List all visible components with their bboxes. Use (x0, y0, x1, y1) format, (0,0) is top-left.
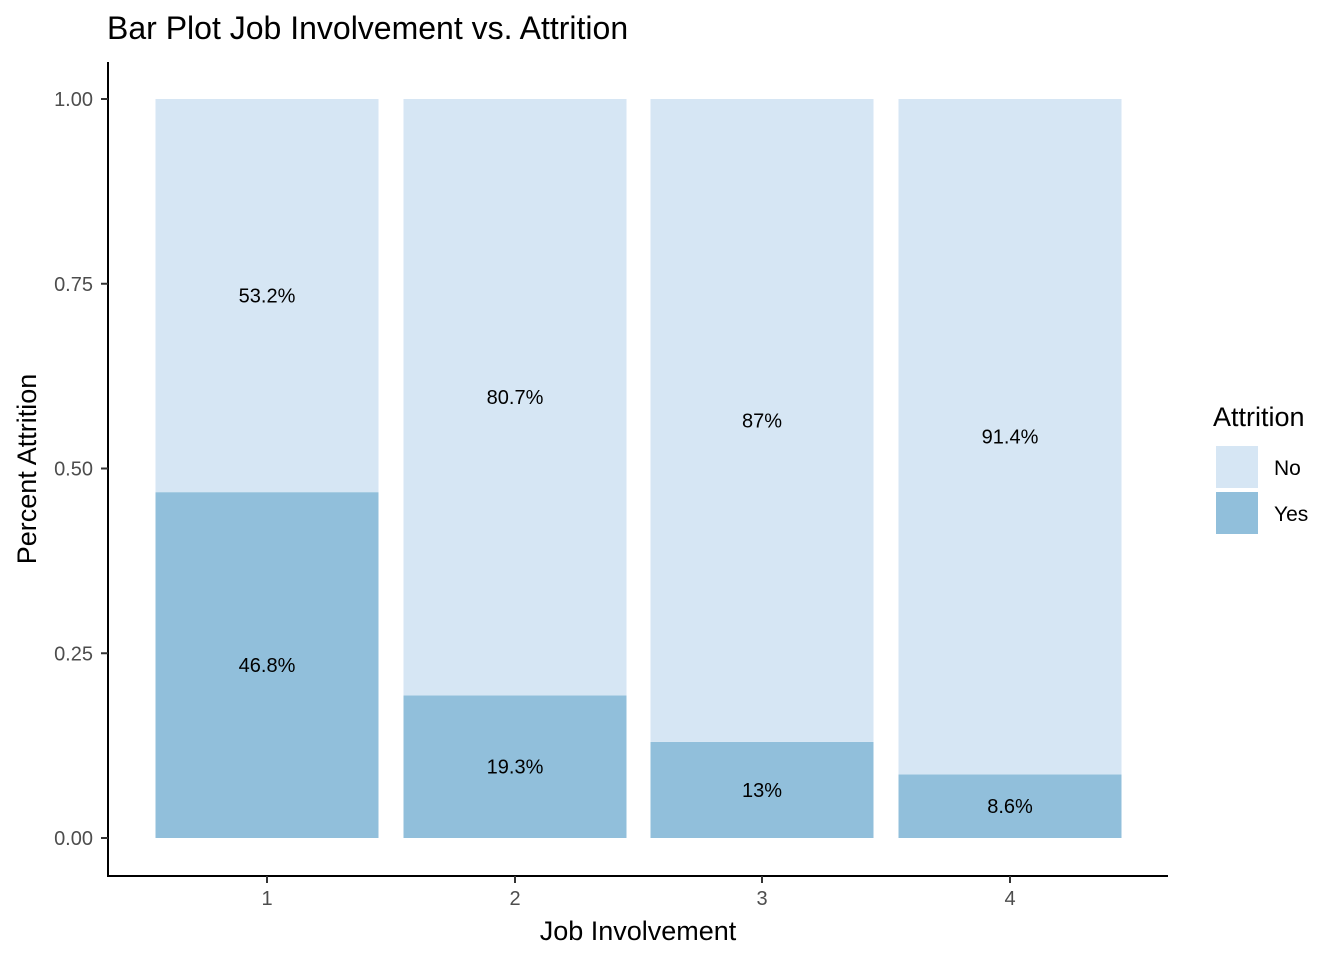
chart-title: Bar Plot Job Involvement vs. Attrition (107, 10, 628, 46)
bar-no-1 (155, 99, 379, 493)
y-tick-label-1: 0.25 (54, 643, 93, 665)
legend: Attrition No Yes (1213, 402, 1308, 534)
legend-key-no (1216, 446, 1258, 488)
bar-label-yes-1: 46.8% (239, 655, 296, 677)
plot-area: 46.8% 53.2% 19.3% 80.7% 13% 87% 8.6% 91.4% (155, 99, 1122, 838)
x-tick-label-2: 2 (509, 888, 520, 910)
bar-label-no-1: 53.2% (239, 286, 296, 308)
bar-no-3 (650, 99, 874, 742)
legend-title: Attrition (1213, 402, 1305, 432)
bar-yes-2 (403, 695, 627, 838)
legend-label-no: No (1274, 457, 1301, 480)
legend-key-yes (1216, 492, 1258, 534)
x-axis-title: Job Involvement (540, 916, 737, 946)
bar-yes-4 (898, 774, 1122, 838)
bar-no-4 (898, 99, 1122, 775)
x-tick-label-1: 1 (261, 888, 272, 910)
bar-yes-3 (650, 741, 874, 838)
y-axis-title: Percent Attrition (12, 374, 42, 565)
legend-items: No Yes (1216, 446, 1308, 534)
bar-label-no-2: 80.7% (487, 387, 544, 409)
y-tick-label-2: 0.50 (54, 459, 93, 481)
bar-label-no-4: 91.4% (982, 427, 1039, 449)
x-axis-ticks: 1 2 3 4 (261, 876, 1016, 910)
bar-label-yes-4: 8.6% (987, 796, 1033, 818)
x-tick-label-3: 3 (756, 888, 767, 910)
bar-label-yes-3: 13% (742, 780, 782, 802)
bar-yes-1 (155, 492, 379, 838)
bar-no-2 (403, 99, 627, 696)
y-tick-label-4: 1.00 (54, 89, 93, 111)
y-axis-ticks: 0.00 0.25 0.50 0.75 1.00 (54, 89, 108, 850)
bar-label-no-3: 87% (742, 410, 782, 432)
x-tick-label-4: 4 (1004, 888, 1015, 910)
legend-label-yes: Yes (1274, 503, 1308, 526)
y-tick-label-0: 0.00 (54, 828, 93, 850)
y-tick-label-3: 0.75 (54, 274, 93, 296)
bar-label-yes-2: 19.3% (487, 757, 544, 779)
